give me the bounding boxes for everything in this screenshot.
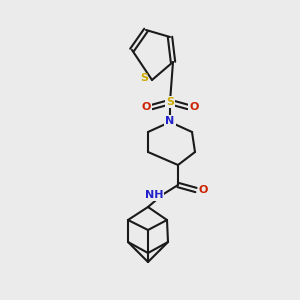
Text: S: S xyxy=(140,73,148,83)
Text: NH: NH xyxy=(145,190,163,200)
Text: O: O xyxy=(141,102,151,112)
Text: S: S xyxy=(166,97,174,107)
Text: O: O xyxy=(189,102,199,112)
Text: O: O xyxy=(198,185,208,195)
Text: N: N xyxy=(165,116,175,126)
